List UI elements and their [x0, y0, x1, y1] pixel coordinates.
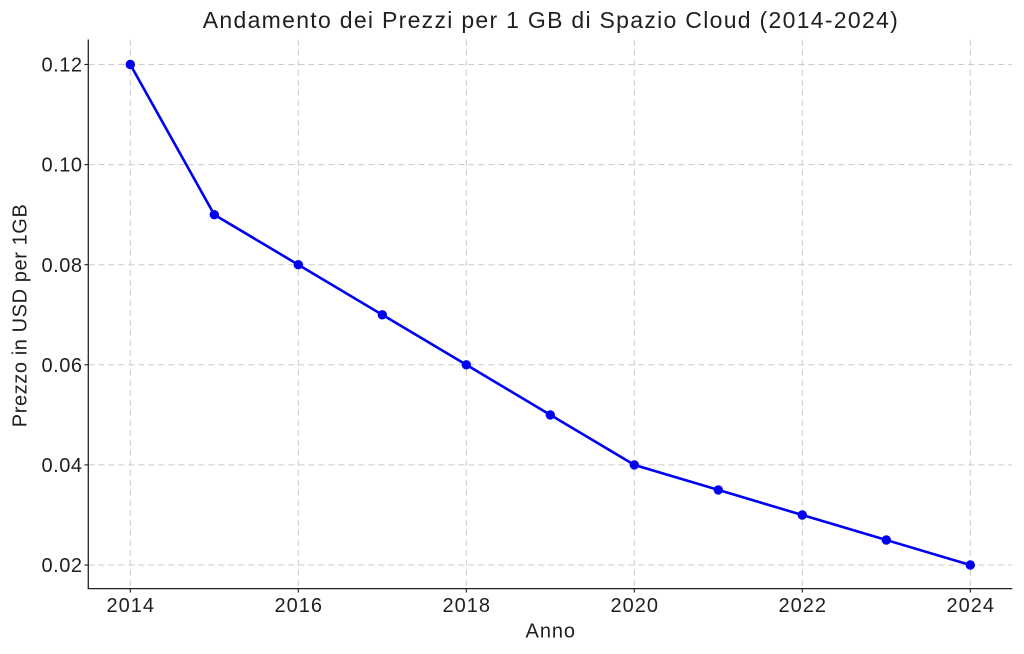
svg-text:0.08: 0.08: [42, 255, 83, 277]
svg-text:2022: 2022: [779, 595, 827, 617]
svg-text:Andamento dei Prezzi per 1 GB: Andamento dei Prezzi per 1 GB di Spazio …: [203, 7, 898, 33]
svg-text:Prezzo in USD per 1GB: Prezzo in USD per 1GB: [10, 204, 32, 427]
svg-text:0.12: 0.12: [42, 55, 83, 77]
svg-text:0.06: 0.06: [42, 355, 83, 377]
svg-text:2014: 2014: [107, 595, 155, 617]
svg-text:0.04: 0.04: [42, 455, 83, 477]
svg-text:2016: 2016: [275, 595, 323, 617]
svg-text:0.10: 0.10: [42, 155, 83, 177]
svg-text:2020: 2020: [611, 595, 659, 617]
svg-text:2018: 2018: [443, 595, 491, 617]
svg-text:2024: 2024: [947, 595, 995, 617]
svg-text:Anno: Anno: [526, 621, 576, 643]
svg-text:0.02: 0.02: [42, 555, 83, 577]
